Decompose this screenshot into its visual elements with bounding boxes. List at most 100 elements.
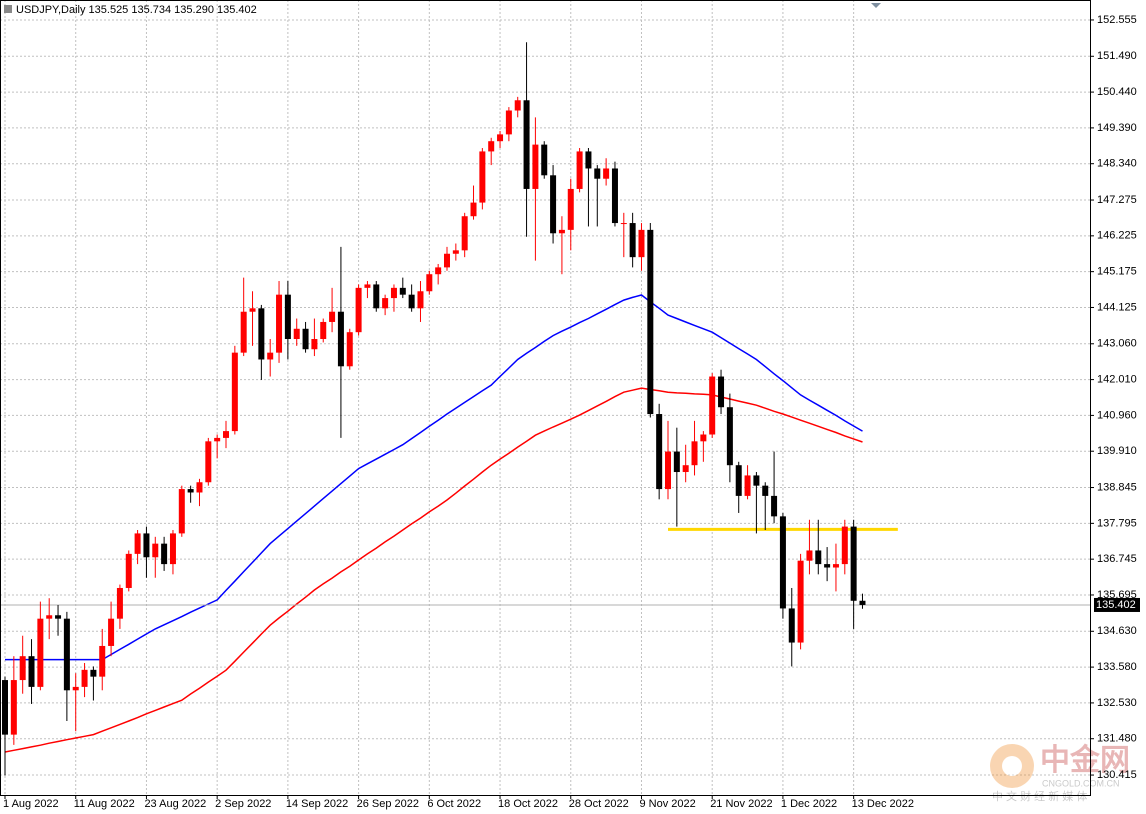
grid	[0, 0, 1090, 795]
x-tick-label: 18 Oct 2022	[498, 798, 558, 810]
candle-body	[665, 451, 671, 490]
y-tick-label: 130.415	[1097, 769, 1137, 781]
candle-body	[567, 188, 574, 230]
candle-body	[320, 321, 327, 340]
candle-body	[143, 533, 150, 558]
candle-body	[541, 144, 548, 176]
candle-body	[806, 550, 813, 561]
candle-body	[788, 608, 795, 643]
candle-body	[311, 339, 318, 350]
candle-body	[673, 451, 680, 473]
candle-body	[382, 298, 389, 309]
candle-body	[19, 656, 26, 681]
x-tick-label: 21 Nov 2022	[710, 798, 772, 810]
y-tick-label: 135.695	[1097, 589, 1137, 601]
moving-average	[5, 294, 863, 661]
candle-body	[470, 202, 477, 217]
y-tick-label: 143.060	[1097, 338, 1137, 350]
watermark-logo-inner	[1002, 756, 1022, 776]
candle-body	[293, 328, 300, 340]
candle-body	[647, 229, 654, 415]
candle-body	[205, 441, 212, 483]
y-tick-label: 134.630	[1097, 625, 1137, 637]
y-tick-label: 131.480	[1097, 733, 1137, 745]
y-tick-label: 132.530	[1097, 697, 1137, 709]
y-tick-label: 137.795	[1097, 517, 1137, 529]
candle-body	[753, 475, 760, 486]
candle-body	[815, 550, 822, 565]
y-tick-label: 144.125	[1097, 301, 1137, 313]
candle-body	[859, 600, 866, 605]
candle-body	[116, 587, 123, 619]
candle-body	[355, 287, 362, 333]
candle-body	[779, 516, 786, 609]
candle-body	[125, 553, 132, 588]
x-tick-label: 26 Sep 2022	[357, 798, 419, 810]
candle-body	[249, 308, 256, 312]
candle-body	[196, 482, 203, 493]
candle-body	[329, 311, 336, 322]
candle-body	[726, 407, 733, 466]
watermark-name: 中金网	[1040, 743, 1130, 777]
candle-body	[620, 223, 627, 225]
chart-title: USDJPY,Daily 135.525 135.734 135.290 135…	[16, 4, 257, 16]
candle-body	[550, 175, 557, 234]
candle-body	[505, 110, 512, 135]
candle-body	[444, 253, 450, 268]
watermark-logo	[990, 744, 1034, 788]
candle-body	[169, 533, 176, 565]
candle-body	[558, 229, 565, 234]
candle-body	[762, 485, 769, 496]
candle-body	[284, 294, 291, 340]
candle-body	[700, 434, 707, 442]
candle-body	[108, 618, 115, 646]
candle-body	[850, 526, 857, 601]
candle-body	[797, 560, 804, 643]
x-tick-label: 2 Sep 2022	[215, 798, 271, 810]
candle-body	[346, 332, 353, 367]
candle-body	[744, 475, 751, 496]
candle-body	[435, 267, 442, 275]
candle-body	[709, 376, 716, 435]
candle-body	[611, 168, 618, 224]
y-tick-label: 139.910	[1097, 445, 1137, 457]
candle-body	[240, 311, 247, 353]
candle-body	[55, 615, 62, 619]
candle-body	[72, 686, 79, 691]
x-tick-label: 28 Oct 2022	[569, 798, 629, 810]
candle-body	[152, 543, 159, 558]
candle-body	[824, 564, 831, 568]
y-tick-label: 133.580	[1097, 661, 1137, 673]
candle-body	[594, 168, 601, 179]
candle-body	[90, 669, 97, 677]
y-tick-label: 145.175	[1097, 266, 1137, 278]
candle-body	[37, 618, 44, 687]
candle-body	[214, 437, 221, 442]
watermark-site: CNGOLD.COM.CN	[1042, 778, 1120, 788]
candle-body	[629, 223, 636, 258]
candle-body	[46, 615, 53, 619]
x-tick-label: 13 Dec 2022	[852, 798, 914, 810]
candle-body	[10, 680, 17, 735]
y-tick-label: 142.010	[1097, 374, 1137, 386]
y-tick-label: 136.745	[1097, 553, 1137, 565]
x-tick-label: 1 Aug 2022	[3, 798, 59, 810]
candle-body	[178, 489, 185, 534]
candle-body	[373, 284, 380, 309]
x-tick-label: 6 Oct 2022	[427, 798, 481, 810]
candle-body	[771, 495, 778, 517]
candle-body	[134, 533, 141, 554]
candle-body	[479, 151, 486, 203]
candle-body	[576, 151, 583, 189]
x-tick-label: 9 Nov 2022	[639, 798, 695, 810]
candle-body	[302, 328, 309, 350]
candle-body	[497, 134, 504, 142]
candle-body	[514, 100, 521, 111]
candle-body	[408, 294, 415, 309]
y-tick-label: 148.340	[1097, 158, 1137, 170]
candle-body	[231, 352, 238, 432]
y-tick-label: 147.275	[1097, 194, 1137, 206]
x-tick-label: 11 Aug 2022	[74, 798, 135, 810]
candle-body	[426, 274, 433, 292]
